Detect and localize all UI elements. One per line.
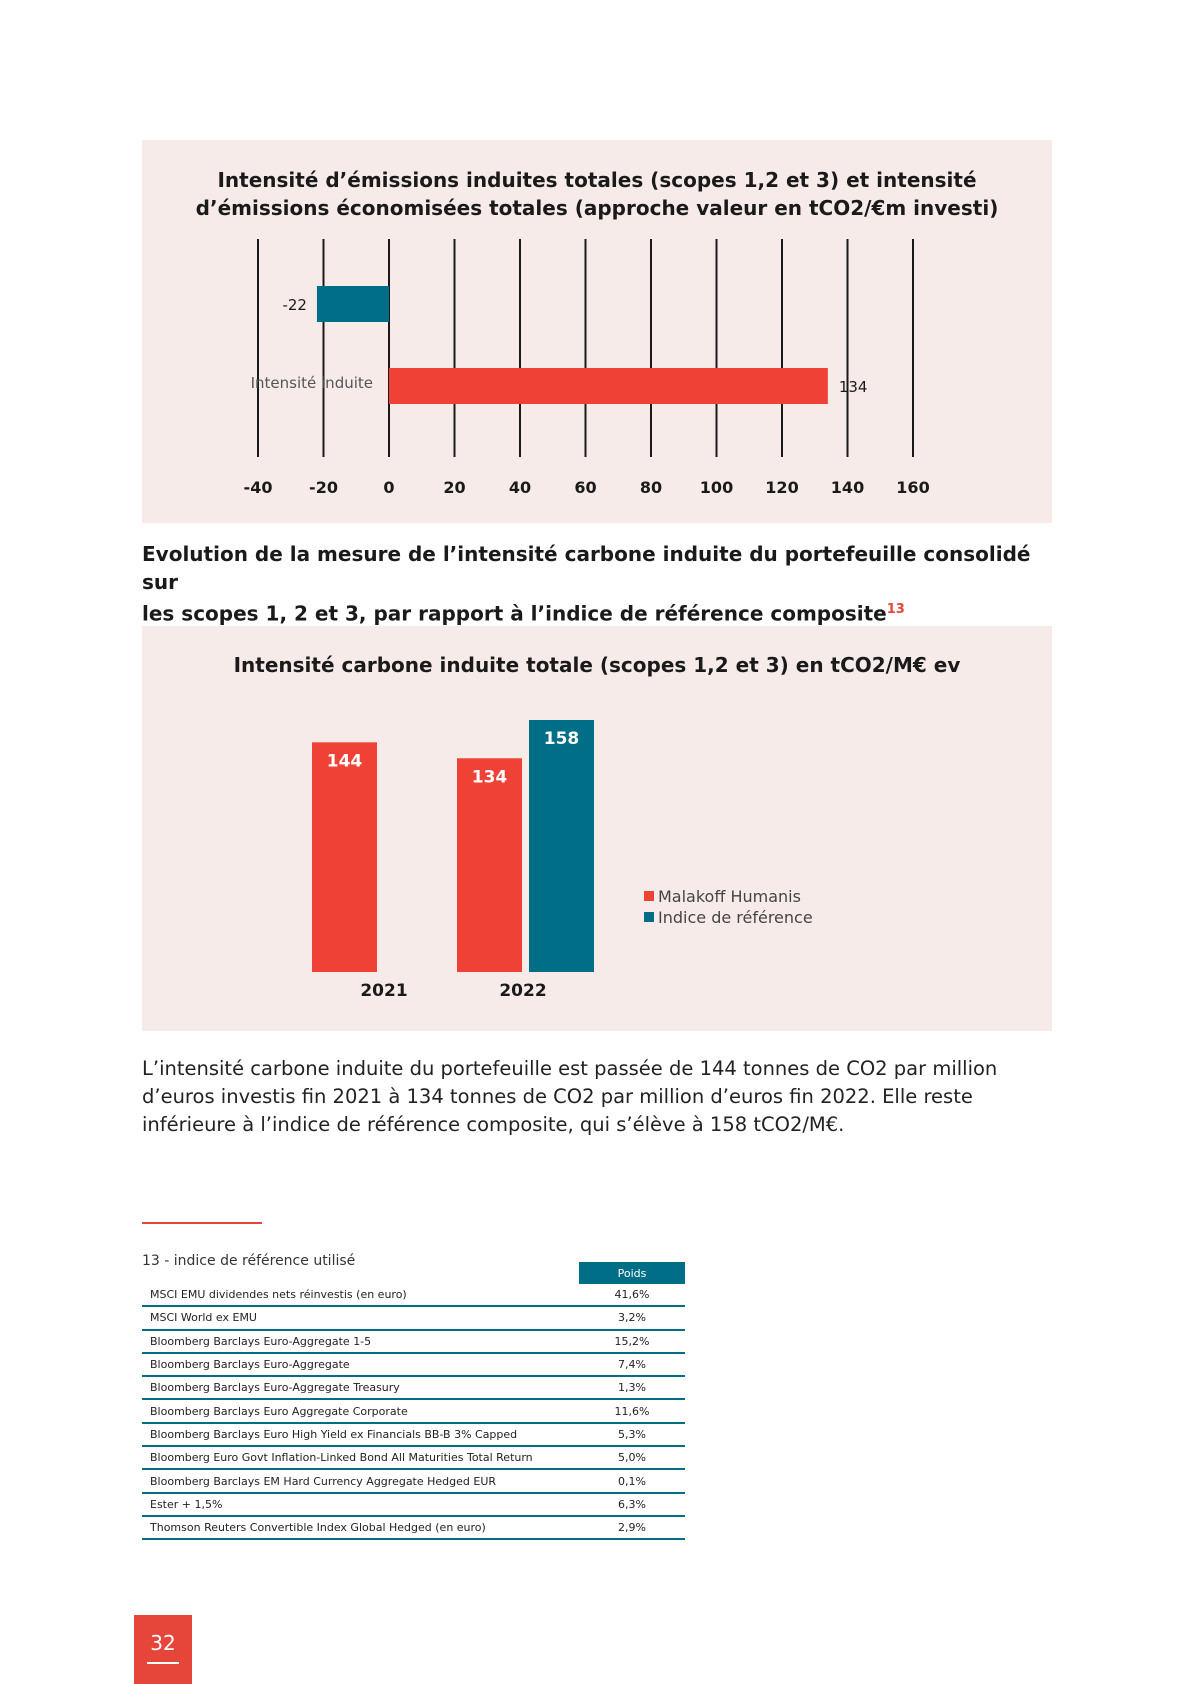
section-heading-line2-wrap: les scopes 1, 2 et 3, par rapport à l’in… (142, 596, 1052, 628)
benchmark-name: MSCI World ex EMU (142, 1306, 579, 1331)
benchmark-weight: 11,6% (579, 1399, 685, 1424)
section-heading: Evolution de la mesure de l’intensité ca… (142, 540, 1052, 628)
table-row: MSCI EMU dividendes nets réinvestis (en … (142, 1284, 685, 1308)
legend-swatch (644, 891, 654, 901)
benchmark-weights-table: Poids MSCI EMU dividendes nets réinvesti… (142, 1262, 685, 1541)
x-tick-label: 80 (640, 478, 662, 497)
chart1-panel: Intensité d’émissions induites totales (… (142, 140, 1052, 523)
x-tick-label: 160 (896, 478, 929, 497)
table-row: Bloomberg Barclays Euro Aggregate Corpor… (142, 1399, 685, 1424)
benchmark-name: Bloomberg Barclays Euro High Yield ex Fi… (142, 1422, 579, 1448)
chart1-plot: -40 -20 0 20 40 60 80 100 120 140 160 -22 134 Intensi… (244, 239, 930, 497)
bar-value-label: 144 (327, 751, 363, 771)
legend-swatch (644, 912, 654, 922)
page-number: 32 (150, 1631, 176, 1655)
x-tick-label: 20 (443, 478, 465, 497)
benchmark-weight: 5,3% (579, 1422, 685, 1448)
benchmark-name: Bloomberg Barclays Euro Aggregate Corpor… (142, 1399, 579, 1424)
benchmark-name: MSCI EMU dividendes nets réinvestis (en … (142, 1284, 579, 1308)
x-tick-label: 60 (574, 478, 596, 497)
benchmark-name: Bloomberg Euro Govt Inflation-Linked Bon… (142, 1446, 579, 1471)
benchmark-weight: 6,3% (579, 1492, 685, 1517)
table-row: Bloomberg Barclays Euro-Aggregate 1-5 15,… (142, 1329, 685, 1354)
body-line2: d’euros investis fin 2021 à 134 tonnes d… (142, 1085, 973, 1108)
bar (316, 286, 389, 322)
x-tick-label: 0 (383, 478, 394, 497)
benchmark-weight: 0,1% (579, 1469, 685, 1494)
bar (457, 758, 522, 972)
table-row: Bloomberg Euro Govt Inflation-Linked Bon… (142, 1446, 685, 1471)
table-header-empty (142, 1262, 579, 1284)
table-row: Bloomberg Barclays Euro-Aggregate Treasu… (142, 1376, 685, 1401)
chart1-title-line2: d’émissions économisées totales (approch… (195, 196, 999, 220)
benchmark-weight: 7,4% (579, 1352, 685, 1378)
section-heading-line1: Evolution de la mesure de l’intensité ca… (142, 542, 1031, 594)
table-row: Bloomberg Barclays EM Hard Currency Aggr… (142, 1469, 685, 1494)
body-line1: L’intensité carbone induite du portefeui… (142, 1057, 998, 1080)
benchmark-weight: 41,6% (579, 1284, 685, 1308)
x-tick-label: 100 (700, 478, 733, 497)
benchmark-weight: 3,2% (579, 1306, 685, 1331)
table-row: Bloomberg Barclays Euro-Aggregate 7,4% (142, 1352, 685, 1378)
chart2-panel: Intensité carbone induite totale (scopes… (142, 626, 1052, 1031)
bar (312, 742, 377, 972)
section-heading-line2: les scopes 1, 2 et 3, par rapport à l’in… (142, 601, 887, 626)
footnote-divider (142, 1222, 262, 1224)
body-paragraph: L’intensité carbone induite du portefeui… (142, 1055, 1052, 1139)
bar (529, 720, 594, 972)
chart1-title-line1: Intensité d’émissions induites totales (… (217, 168, 977, 192)
table-row: Bloomberg Barclays Euro High Yield ex Fi… (142, 1422, 685, 1448)
benchmark-name: Bloomberg Barclays EM Hard Currency Aggr… (142, 1469, 579, 1494)
bar-value-label: 134 (839, 378, 868, 396)
body-line3: inférieure à l’indice de référence compo… (142, 1113, 845, 1136)
table-row: Thomson Reuters Convertible Index Global… (142, 1515, 685, 1541)
page-number-badge: 32 (134, 1615, 192, 1684)
chart2-plot: 144 134 158 2021 2022 Malakoff Humanis Indice … (312, 720, 813, 1001)
footnote-label: 13 - indice de référence utilisé (142, 1253, 356, 1269)
page-number-underline (147, 1662, 179, 1664)
category-label: Intensité induite (251, 374, 373, 392)
chart2-title: Intensité carbone induite totale (scopes… (233, 653, 961, 677)
footnote-reference: 13 (886, 602, 905, 617)
table-row: Ester + 1,5% 6,3% (142, 1492, 685, 1517)
x-tick-label: -20 (309, 478, 338, 497)
category-label: 2022 (499, 981, 546, 1001)
bar-value-label: 158 (544, 729, 580, 749)
x-tick-label: 40 (509, 478, 531, 497)
x-tick-label: -40 (244, 478, 273, 497)
benchmark-weight: 1,3% (579, 1376, 685, 1401)
legend-label: Malakoff Humanis (658, 887, 801, 906)
benchmark-weight: 5,0% (579, 1446, 685, 1471)
x-tick-label: 140 (831, 478, 864, 497)
x-tick-label: 120 (765, 478, 798, 497)
benchmark-name: Bloomberg Barclays Euro-Aggregate Treasu… (142, 1376, 579, 1401)
category-label: 2021 (360, 981, 407, 1001)
benchmark-name: Bloomberg Barclays Euro-Aggregate (142, 1352, 579, 1378)
benchmark-weight: 15,2% (579, 1329, 685, 1354)
legend-label: Indice de référence (658, 908, 813, 927)
table-row: MSCI World ex EMU 3,2% (142, 1306, 685, 1331)
benchmark-weight: 2,9% (579, 1515, 685, 1541)
benchmark-name: Bloomberg Barclays Euro-Aggregate 1-5 (142, 1329, 579, 1354)
bar (389, 368, 828, 404)
benchmark-name: Ester + 1,5% (142, 1492, 579, 1517)
benchmark-name: Thomson Reuters Convertible Index Global… (142, 1515, 579, 1541)
bar-value-label: -22 (282, 296, 307, 314)
table-header-poids: Poids (579, 1262, 685, 1284)
bar-value-label: 134 (472, 767, 508, 787)
